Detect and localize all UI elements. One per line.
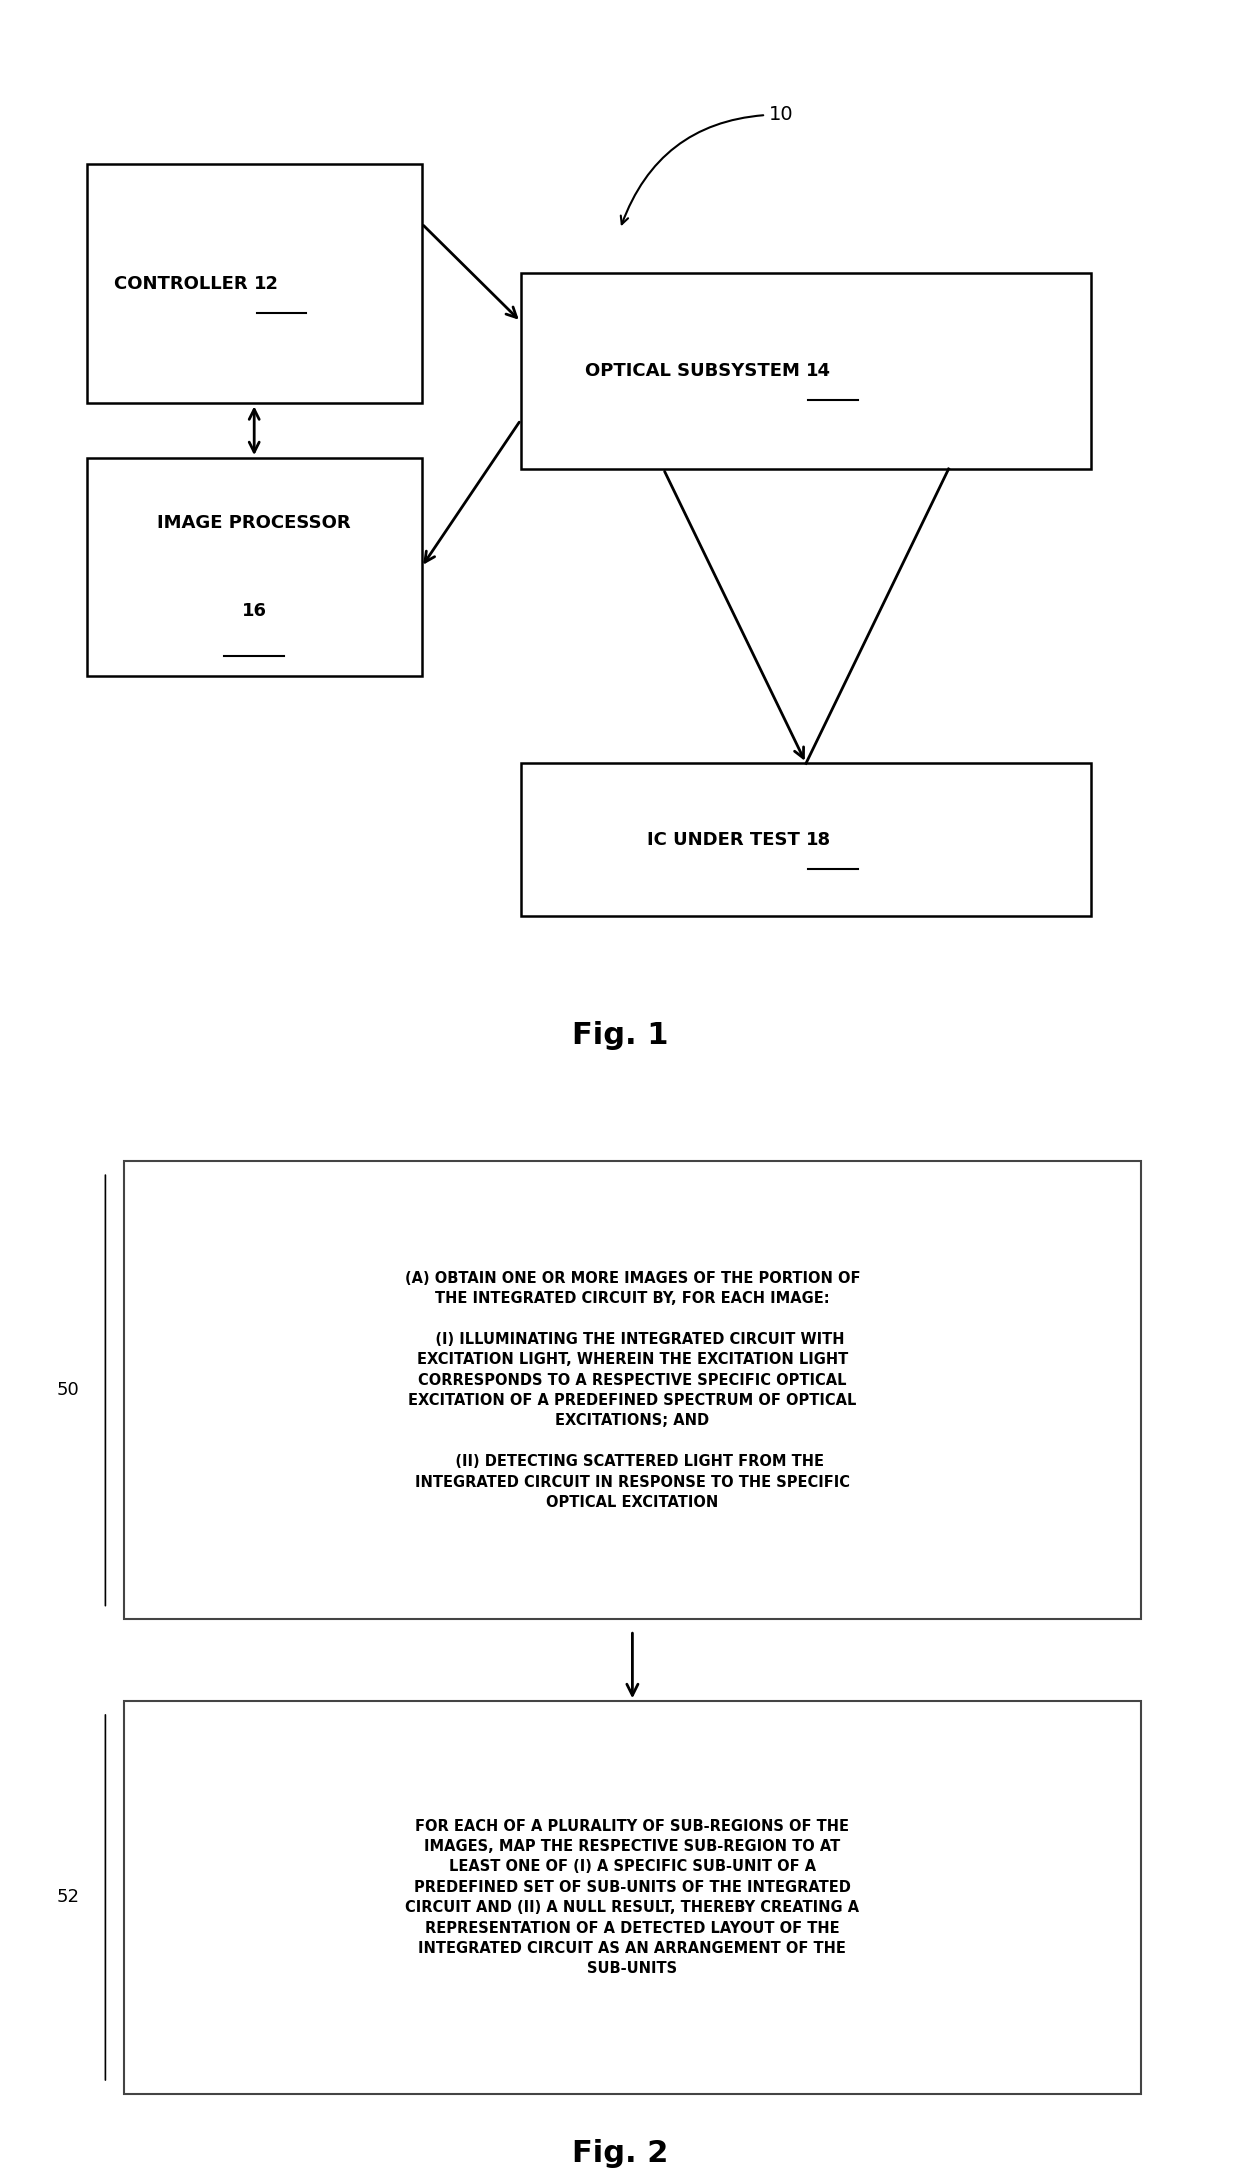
Text: Fig. 2: Fig. 2 (572, 2140, 668, 2168)
Text: Fig. 1: Fig. 1 (572, 1021, 668, 1051)
Text: IC UNDER TEST: IC UNDER TEST (647, 831, 806, 848)
Text: FOR EACH OF A PLURALITY OF SUB-REGIONS OF THE
IMAGES, MAP THE RESPECTIVE SUB-REG: FOR EACH OF A PLURALITY OF SUB-REGIONS O… (405, 1819, 859, 1976)
Text: 12: 12 (254, 275, 279, 292)
Text: 52: 52 (57, 1889, 79, 1906)
Text: 10: 10 (621, 105, 794, 225)
Text: (A) OBTAIN ONE OR MORE IMAGES OF THE PORTION OF
THE INTEGRATED CIRCUIT BY, FOR E: (A) OBTAIN ONE OR MORE IMAGES OF THE POR… (404, 1272, 861, 1509)
Text: OPTICAL SUBSYSTEM: OPTICAL SUBSYSTEM (585, 362, 806, 379)
Text: 50: 50 (57, 1381, 79, 1400)
Bar (124, 1160, 1141, 1618)
Text: 18: 18 (806, 831, 831, 848)
Text: 14: 14 (806, 362, 831, 379)
Bar (124, 1701, 1141, 2094)
Bar (521, 273, 1091, 469)
Text: 16: 16 (242, 602, 267, 619)
Bar (87, 458, 422, 676)
Bar (521, 763, 1091, 916)
Text: IMAGE PROCESSOR: IMAGE PROCESSOR (157, 515, 351, 532)
Bar (87, 164, 422, 403)
Text: CONTROLLER: CONTROLLER (114, 275, 254, 292)
